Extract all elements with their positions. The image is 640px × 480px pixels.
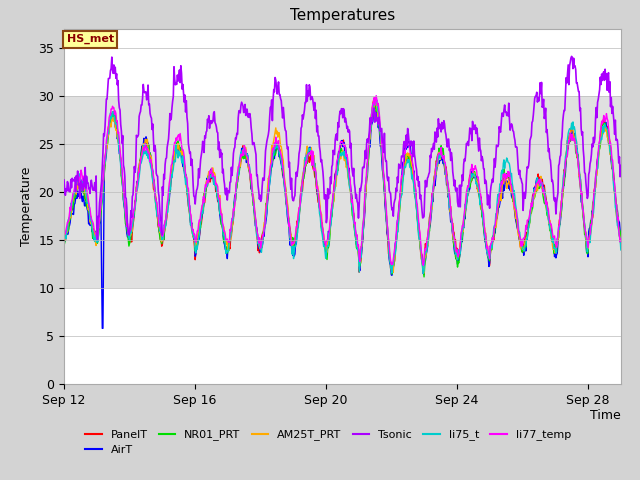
Tsonic (396, 165, 404, 171)
NR01_PRT (396, 203, 404, 208)
Line: Tsonic: Tsonic (64, 56, 621, 240)
li75_t (60, 233, 68, 239)
NR01_PRT (372, 100, 380, 106)
AM25T_PRT (173, 145, 180, 151)
li77_temp (372, 93, 380, 98)
Tsonic (486, 190, 494, 195)
li75_t (396, 201, 404, 207)
AM25T_PRT (60, 239, 68, 244)
Line: li77_temp: li77_temp (64, 96, 621, 265)
Text: HS_met: HS_met (67, 34, 114, 44)
AirT (349, 207, 357, 213)
PanelT (370, 98, 378, 104)
PanelT (396, 194, 404, 200)
Tsonic (617, 163, 625, 168)
AM25T_PRT (135, 162, 143, 168)
AirT (124, 230, 132, 236)
Line: AirT: AirT (64, 111, 621, 328)
li77_temp (60, 232, 68, 238)
li75_t (124, 226, 131, 232)
PanelT (173, 147, 180, 153)
li77_temp (124, 221, 131, 227)
li75_t (173, 150, 180, 156)
AirT (397, 186, 404, 192)
NR01_PRT (420, 274, 428, 280)
Tsonic (349, 173, 357, 179)
li77_temp (419, 263, 427, 268)
li77_temp (617, 236, 625, 242)
Line: PanelT: PanelT (64, 101, 621, 274)
Line: li75_t: li75_t (64, 100, 621, 274)
Legend: PanelT, AirT, NR01_PRT, AM25T_PRT, Tsonic, li75_t, li77_temp: PanelT, AirT, NR01_PRT, AM25T_PRT, Tsoni… (81, 425, 575, 459)
NR01_PRT (173, 140, 180, 146)
PanelT (420, 271, 428, 277)
li77_temp (348, 197, 356, 203)
Tsonic (60, 177, 68, 183)
li77_temp (135, 169, 143, 175)
Tsonic (568, 53, 575, 59)
li75_t (617, 247, 625, 253)
AM25T_PRT (617, 240, 625, 246)
NR01_PRT (487, 242, 495, 248)
li77_temp (487, 241, 495, 247)
li75_t (487, 241, 495, 247)
AirT (136, 157, 143, 163)
li75_t (419, 271, 427, 276)
AirT (487, 245, 495, 251)
Line: NR01_PRT: NR01_PRT (64, 103, 621, 277)
NR01_PRT (348, 213, 356, 218)
PanelT (487, 241, 495, 247)
AirT (617, 231, 625, 237)
AirT (173, 146, 181, 152)
NR01_PRT (617, 234, 625, 240)
Bar (64, 96, 621, 288)
NR01_PRT (124, 230, 131, 236)
li75_t (373, 97, 381, 103)
Text: Time: Time (590, 409, 621, 422)
AirT (372, 108, 380, 114)
AM25T_PRT (487, 244, 495, 250)
AirT (99, 325, 106, 331)
PanelT (348, 206, 356, 212)
li77_temp (173, 138, 180, 144)
li75_t (135, 175, 143, 180)
Y-axis label: Temperature: Temperature (20, 167, 33, 246)
Title: Temperatures: Temperatures (290, 9, 395, 24)
Line: AM25T_PRT: AM25T_PRT (64, 103, 621, 273)
AM25T_PRT (371, 100, 379, 106)
PanelT (135, 171, 143, 177)
Tsonic (173, 72, 181, 78)
AirT (60, 241, 68, 247)
Tsonic (93, 237, 101, 242)
PanelT (124, 229, 131, 235)
li75_t (348, 206, 356, 212)
li77_temp (396, 192, 404, 198)
PanelT (617, 242, 625, 248)
AM25T_PRT (124, 222, 131, 228)
AM25T_PRT (396, 195, 404, 201)
NR01_PRT (135, 165, 143, 171)
AM25T_PRT (420, 270, 428, 276)
NR01_PRT (60, 242, 68, 248)
Tsonic (136, 110, 143, 116)
Tsonic (124, 230, 132, 236)
AM25T_PRT (348, 201, 356, 207)
PanelT (60, 235, 68, 241)
